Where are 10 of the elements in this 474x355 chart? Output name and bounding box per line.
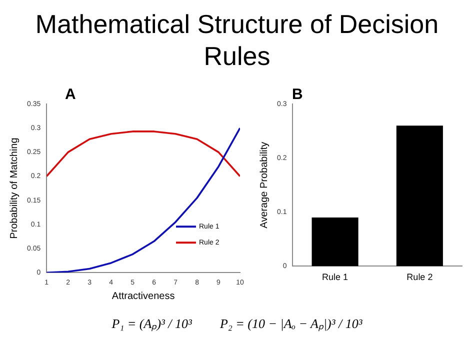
text: P₂ = (10 − |Aₒ − Aₚ|)³ / 10³ [220,316,362,331]
x-tick-label: Rule 2 [406,272,433,282]
chart-title: Mathematical Structure of Decision Rules [34,8,440,72]
y-axis-title: Probability of Matching [8,138,20,239]
y-axis-title: Average Probability [258,142,270,228]
text: A [65,86,76,103]
text: B [292,86,303,103]
x-axis-title: Attractiveness [112,290,175,302]
x-tick-label: Rule 1 [322,272,348,282]
text: P₁ = (Aₚ)³ / 10³ [112,316,192,331]
